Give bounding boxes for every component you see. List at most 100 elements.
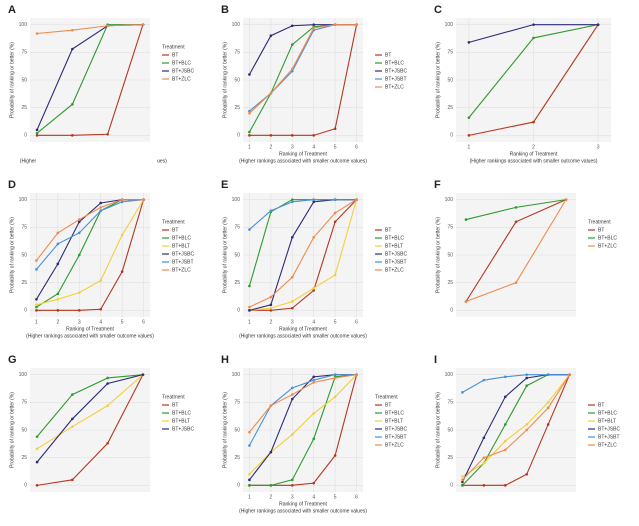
data-point	[312, 481, 316, 485]
data-point	[290, 393, 294, 396]
series-line	[249, 199, 358, 311]
data-point	[71, 478, 74, 482]
data-point	[77, 218, 81, 221]
data-point	[56, 297, 60, 301]
data-point	[532, 120, 535, 124]
legend-label: BT+JSBC	[172, 68, 194, 74]
x-tick-label: 1	[248, 144, 251, 150]
x-axis-sublabel: (Higher rankings associated with smaller…	[239, 508, 367, 514]
legend-label: BT+JSBC	[172, 251, 194, 257]
series-line	[36, 24, 143, 134]
annotation: ues)	[157, 158, 167, 164]
data-point	[248, 484, 251, 487]
data-point	[333, 373, 337, 376]
data-point	[56, 292, 60, 296]
data-point	[35, 447, 39, 451]
legend-label: BT+BLC	[598, 410, 617, 416]
data-point	[290, 306, 294, 310]
legend-label: BT+BLC	[172, 60, 191, 66]
x-axis-label: Ranking of Treatment	[510, 151, 558, 157]
y-axis-label: Probability of ranking or better (%)	[222, 42, 228, 118]
data-point	[120, 198, 124, 201]
legend-label: BT+JSBT	[385, 259, 407, 265]
y-tick-label: 50	[447, 427, 453, 433]
x-tick-label: 5	[334, 494, 337, 500]
data-point	[355, 23, 358, 26]
data-point	[312, 200, 316, 204]
panel-letter: H	[221, 354, 229, 366]
data-point	[248, 111, 251, 115]
y-tick-label: 100	[19, 372, 28, 378]
x-tick-label: 4	[312, 494, 315, 500]
data-point	[312, 378, 316, 382]
y-tick-label: 25	[447, 105, 453, 111]
data-point	[290, 397, 294, 401]
x-tick-label: 1	[248, 319, 251, 325]
y-axis-label: Probability of ranking or better (%)	[9, 392, 15, 468]
x-tick-label: 5	[334, 144, 337, 150]
data-point	[461, 475, 464, 478]
y-tick-label: 0	[24, 308, 27, 314]
data-point	[312, 134, 316, 137]
data-point	[248, 472, 251, 476]
data-point	[269, 209, 273, 213]
data-point	[290, 433, 294, 436]
data-point	[333, 395, 337, 399]
data-point	[35, 259, 38, 262]
data-point	[546, 406, 550, 410]
x-axis-label: Ranking of Treatment	[279, 151, 327, 157]
data-point	[120, 200, 124, 204]
legend-title: Treatment	[588, 219, 611, 225]
legend-title: Treatment	[162, 44, 185, 50]
x-axis-label: Ranking of Treatment	[279, 326, 327, 332]
data-point	[71, 28, 74, 32]
data-point	[248, 109, 251, 113]
series-line	[36, 199, 144, 270]
legend-label: BT+JSBC	[385, 68, 407, 74]
data-point	[461, 391, 464, 394]
series-line	[249, 199, 357, 311]
legend-label: BT+BLC	[385, 410, 404, 416]
data-point	[35, 305, 38, 309]
y-axis-label: Probability of ranking or better (%)	[9, 42, 15, 118]
legend-label: BT+ZLC	[385, 442, 404, 448]
panel-letter: I	[434, 354, 437, 366]
legend-title: Treatment	[375, 394, 398, 400]
data-point	[71, 417, 74, 421]
y-tick-label: 0	[450, 483, 453, 489]
data-point	[467, 41, 471, 44]
legend-label: BT	[172, 227, 178, 233]
legend-label: BT+ZLC	[172, 76, 191, 82]
data-point	[355, 198, 358, 201]
data-point	[525, 428, 529, 432]
y-tick-label: 0	[450, 308, 453, 314]
data-point	[142, 198, 145, 201]
legend-label: BT+BLC	[172, 410, 191, 416]
y-tick-label: 75	[234, 225, 240, 231]
x-tick-label: 6	[355, 144, 358, 150]
legend-label: BT	[172, 52, 178, 58]
data-point	[333, 127, 337, 131]
legend-label: BT+ZLC	[172, 267, 191, 273]
data-point	[290, 200, 294, 204]
y-tick-label: 75	[447, 400, 453, 406]
y-tick-label: 25	[21, 105, 27, 111]
y-tick-label: 50	[447, 77, 453, 83]
x-tick-label: 1	[248, 494, 251, 500]
data-point	[248, 478, 251, 482]
x-tick-label: 6	[355, 319, 358, 325]
y-tick-label: 0	[450, 133, 453, 139]
x-axis-sublabel: (Higher rankings associated with smaller…	[26, 333, 154, 339]
data-point	[514, 281, 518, 284]
data-point	[290, 300, 294, 303]
series-line	[35, 199, 144, 261]
series-line	[462, 374, 571, 481]
data-point	[35, 128, 39, 132]
legend-label: BT+JSBT	[385, 434, 407, 440]
x-tick-label: 3	[597, 144, 600, 150]
legend-label: BT+JSBT	[598, 434, 620, 440]
series-line	[36, 374, 144, 463]
legend-label: BT+BLC	[385, 60, 404, 66]
y-tick-label: 75	[234, 50, 240, 56]
data-point	[77, 309, 81, 312]
